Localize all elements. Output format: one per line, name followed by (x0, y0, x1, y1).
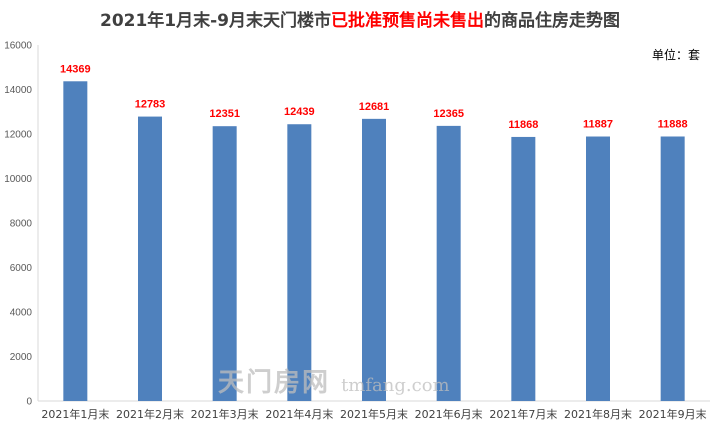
y-tick-label: 16000 (4, 41, 32, 52)
bar (287, 124, 312, 402)
watermark-site: tmfang.com (341, 375, 450, 396)
y-tick-label: 2000 (10, 352, 33, 363)
y-tick-label: 6000 (10, 263, 33, 274)
data-label: 12783 (135, 99, 166, 111)
x-category-label: 2021年3月末 (191, 407, 259, 421)
bar (138, 116, 162, 401)
title-suffix: 的商品住房走势图 (484, 11, 621, 31)
bar (586, 136, 610, 401)
bar (63, 81, 88, 402)
bar (212, 126, 237, 401)
data-label: 11887 (583, 119, 613, 131)
unit-label: 单位：套 (651, 48, 700, 62)
data-label: 12351 (209, 108, 240, 120)
y-tick-label: 0 (26, 397, 32, 408)
x-category-label: 2021年2月末 (116, 407, 184, 421)
bar (436, 125, 461, 401)
x-category-label: 2021年7月末 (489, 407, 557, 421)
title-highlight: 已批准预售尚未售出 (331, 11, 485, 31)
x-category-label: 2021年4月末 (265, 407, 333, 421)
y-tick-label: 14000 (4, 85, 32, 96)
y-tick-label: 8000 (10, 219, 33, 230)
bar (511, 136, 536, 401)
title-prefix: 2021年1月末-9月末天门楼市 (99, 11, 332, 31)
data-label: 12439 (284, 106, 315, 118)
data-label: 12681 (359, 101, 390, 113)
data-label: 14369 (60, 63, 91, 75)
y-tick-label: 12000 (4, 130, 32, 141)
y-tick-label: 10000 (4, 174, 32, 185)
x-category-label: 2021年5月末 (340, 407, 408, 421)
watermark-logo: 天门房网 tmfang.com (218, 362, 450, 399)
chart-title: 2021年1月末-9月末天门楼市已批准预售尚未售出的商品住房走势图 (0, 6, 720, 31)
data-label: 11868 (508, 119, 538, 131)
x-category-label: 2021年1月末 (41, 407, 109, 421)
data-label: 12365 (433, 108, 464, 120)
x-category-label: 2021年8月末 (564, 407, 632, 421)
bar (660, 136, 685, 401)
x-category-label: 2021年9月末 (639, 407, 707, 421)
bar (362, 118, 386, 401)
y-tick-label: 4000 (10, 308, 33, 319)
x-category-label: 2021年6月末 (415, 407, 483, 421)
watermark-brand: 天门房网 (218, 368, 331, 398)
data-label: 11888 (658, 118, 688, 130)
